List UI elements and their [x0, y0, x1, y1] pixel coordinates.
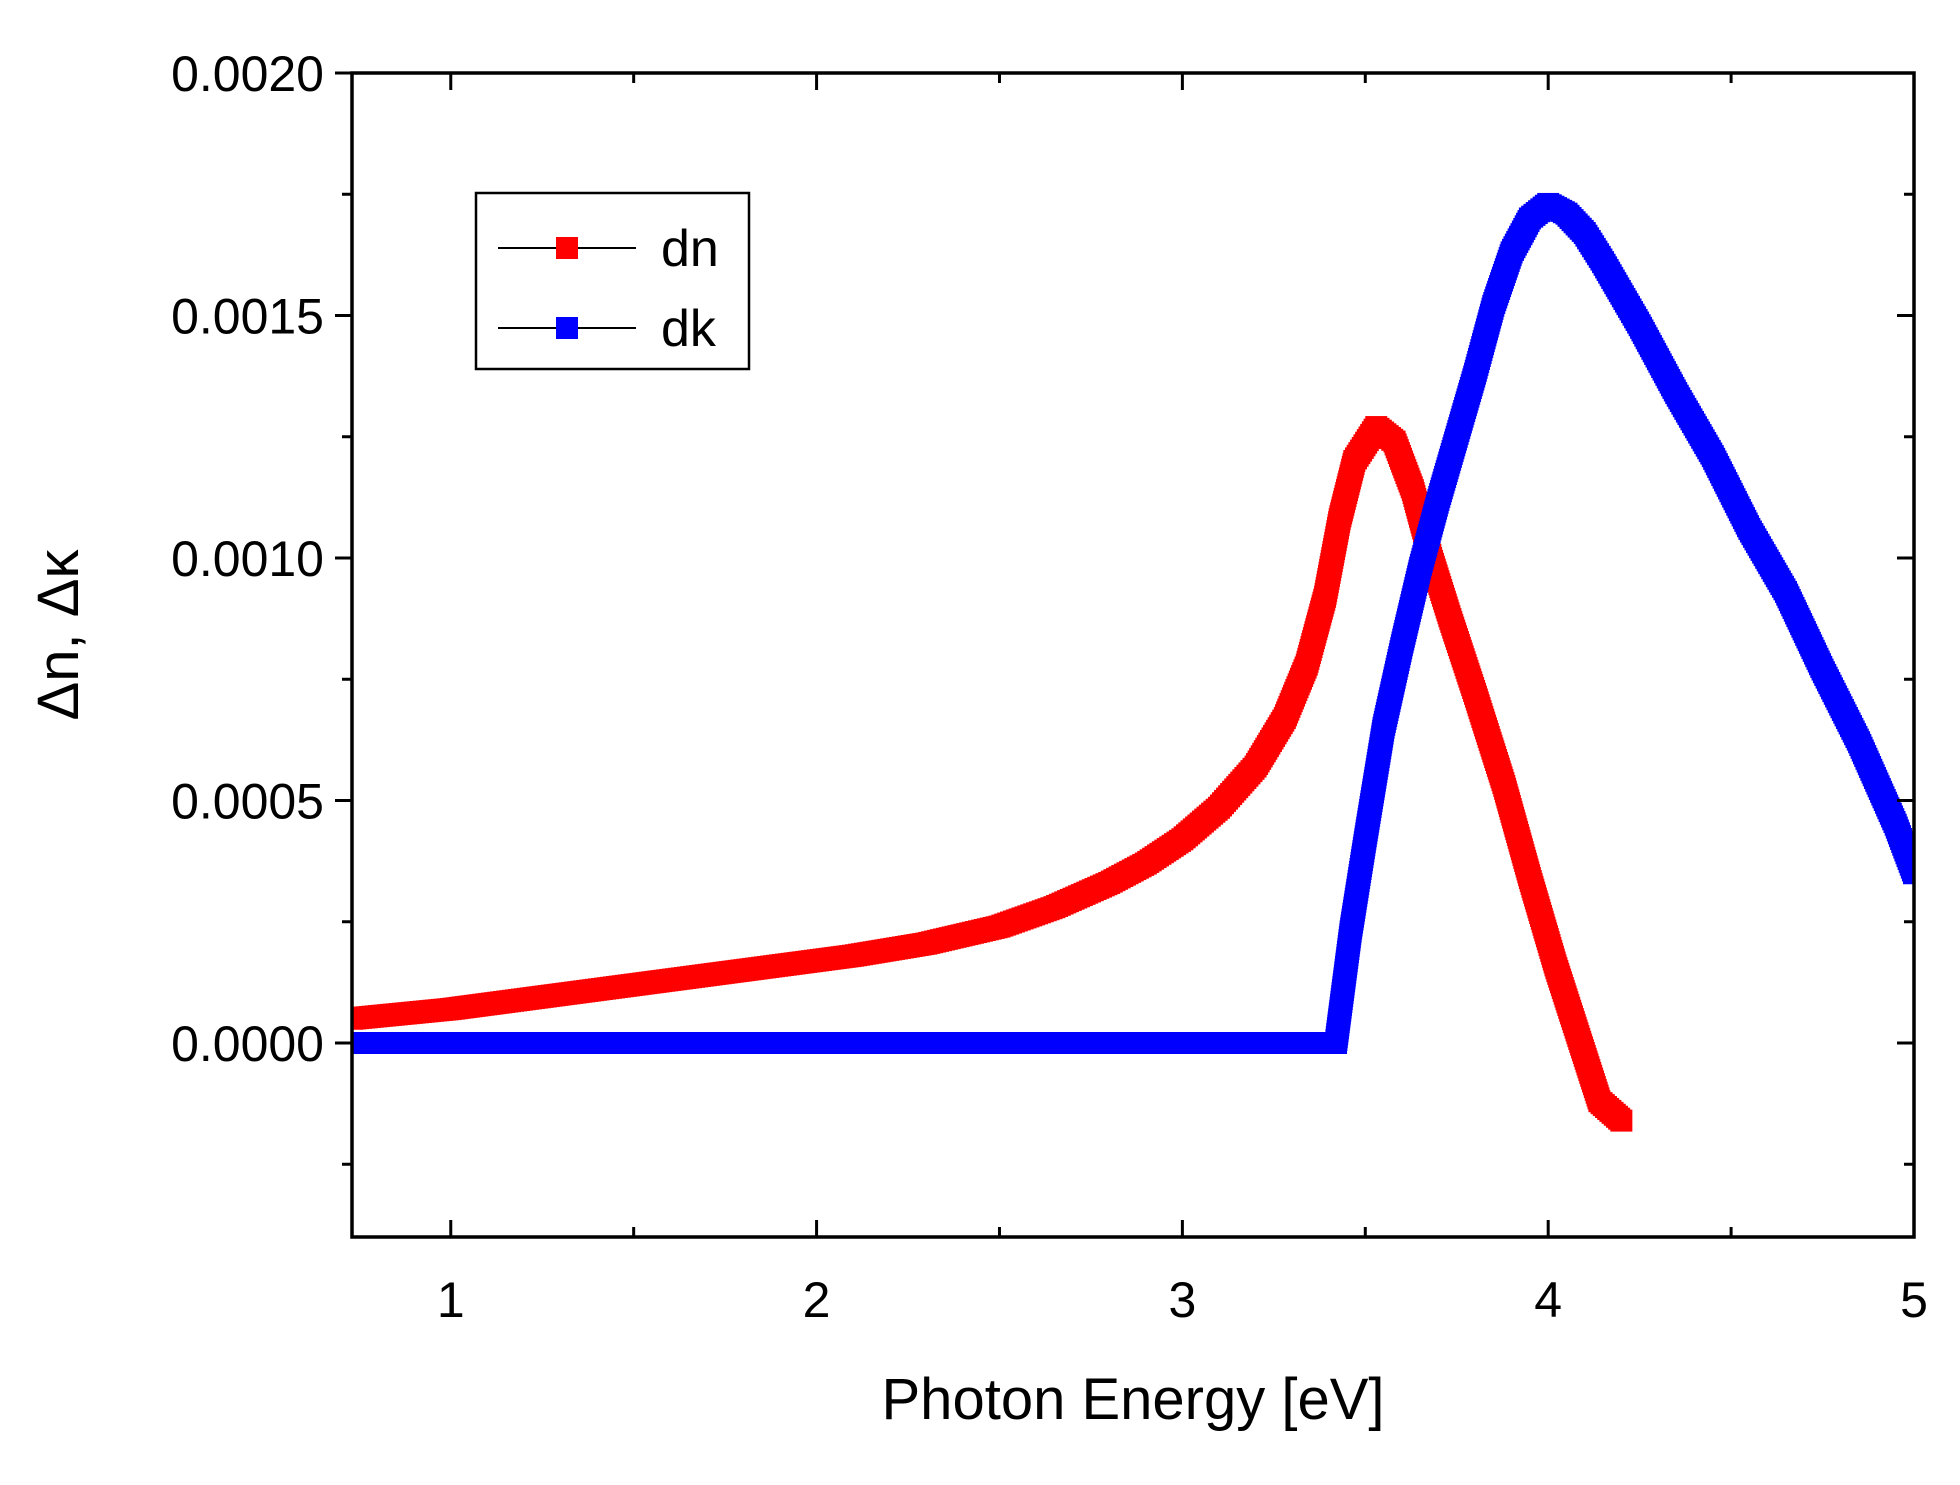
y-tick-label: 0.0015 — [171, 289, 324, 345]
x-tick-label: 2 — [803, 1272, 831, 1328]
legend-label: dk — [661, 300, 717, 358]
series-layer — [352, 192, 1914, 1132]
legend-entry-dk: dk — [498, 300, 717, 358]
y-tick-label: 0.0010 — [171, 531, 324, 587]
legend-label: dn — [661, 220, 719, 278]
legend-marker — [556, 237, 578, 259]
x-tick-label: 1 — [437, 1272, 465, 1328]
series-dk — [352, 192, 1914, 1054]
x-tick-label: 4 — [1534, 1272, 1562, 1328]
plot-frame — [350, 71, 1916, 1239]
legend-entry-dn: dn — [498, 220, 719, 278]
y-tick-label: 0.0020 — [171, 46, 324, 102]
tick-layer — [335, 71, 1916, 1237]
series-dn — [352, 416, 1633, 1132]
x-axis-title: Photon Energy [eV] — [882, 1367, 1385, 1432]
legend-marker — [556, 317, 578, 339]
x-tick-label: 5 — [1900, 1272, 1928, 1328]
x-tick-label: 3 — [1168, 1272, 1196, 1328]
legend-box — [474, 191, 751, 371]
tick-label-layer: 1 2 3 4 5 0.0000 0.0005 0.0010 0.0015 0.0020 — [171, 46, 1928, 1328]
data-point-dk — [1903, 862, 1914, 885]
y-tick-label: 0.0000 — [171, 1016, 324, 1072]
legend: dn dk — [474, 191, 751, 371]
data-point-dn — [1610, 1109, 1633, 1132]
legend-entries: dn dk — [498, 220, 719, 358]
y-tick-label: 0.0005 — [171, 774, 324, 830]
y-axis-title: Δn, Δκ — [26, 549, 91, 721]
